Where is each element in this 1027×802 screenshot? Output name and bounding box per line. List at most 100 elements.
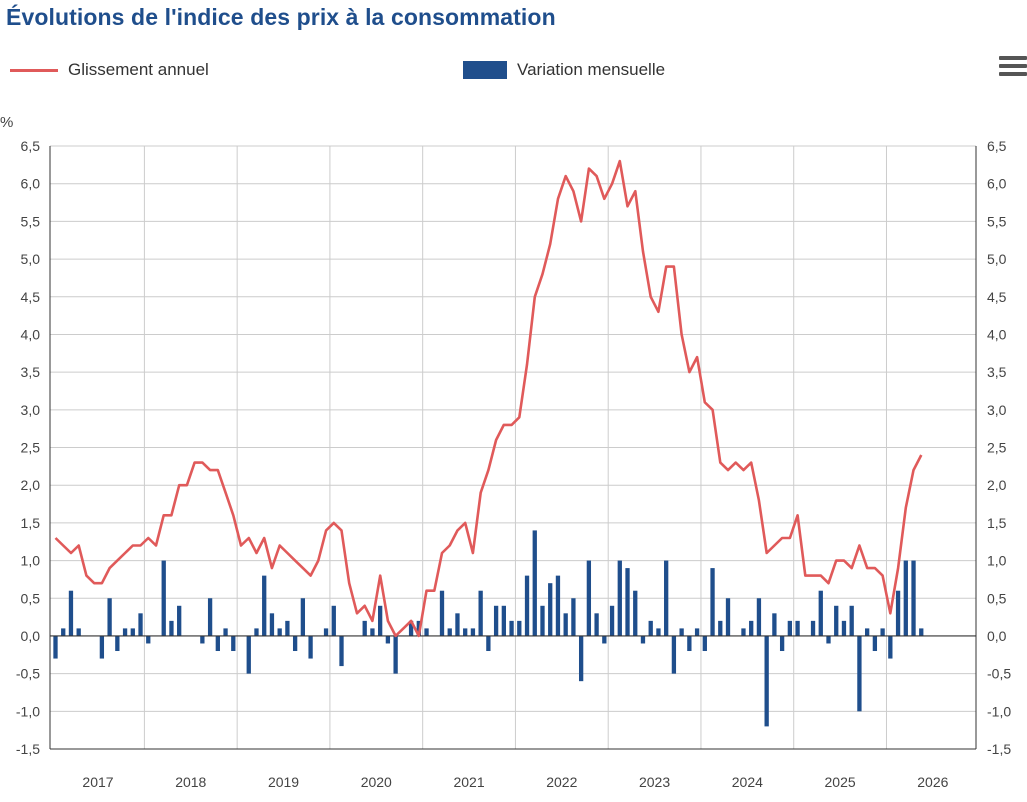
bar-variation-mensuelle <box>571 598 576 636</box>
y-tick-label-left: 1,5 <box>21 515 41 531</box>
y-tick-label-left: 4,5 <box>21 289 41 305</box>
bar-variation-mensuelle <box>161 560 166 636</box>
bar-variation-mensuelle <box>919 628 924 636</box>
y-tick-label-left: 3,5 <box>21 364 41 380</box>
bar-variation-mensuelle <box>841 620 847 636</box>
bar-variation-mensuelle <box>849 605 854 636</box>
bar-variation-mensuelle <box>470 628 476 636</box>
y-tick-label-right: 5,5 <box>987 213 1007 229</box>
bar-variation-mensuelle <box>710 568 715 636</box>
x-tick-label: 2018 <box>175 774 206 790</box>
bar-variation-mensuelle <box>215 635 220 652</box>
bar-variation-mensuelle <box>61 628 66 636</box>
bar-variation-mensuelle <box>146 635 151 644</box>
bar-variation-mensuelle <box>578 635 584 682</box>
bar-variation-mensuelle <box>633 590 638 636</box>
bar-variation-mensuelle <box>447 628 452 636</box>
bar-variation-mensuelle <box>53 635 58 659</box>
y-tick-label-left: -1,5 <box>16 741 40 757</box>
y-tick-label-right: 5,0 <box>987 251 1007 267</box>
y-tick-label-left: -0,5 <box>16 666 40 682</box>
bar-variation-mensuelle <box>246 635 251 674</box>
bar-variation-mensuelle <box>269 613 275 636</box>
y-tick-label-right: 0,0 <box>987 628 1007 644</box>
legend-line-swatch <box>10 68 58 72</box>
bar-variation-mensuelle <box>725 598 731 636</box>
x-tick-label: 2020 <box>361 774 392 790</box>
x-tick-label: 2024 <box>732 774 763 790</box>
bar-variation-mensuelle <box>517 620 522 636</box>
bar-variation-mensuelle <box>130 628 135 636</box>
bar-variation-mensuelle <box>285 620 290 636</box>
bar-variation-mensuelle <box>772 613 777 636</box>
bar-variation-mensuelle <box>617 560 622 636</box>
bar-variation-mensuelle <box>115 635 120 652</box>
y-tick-label-right: 6,5 <box>987 138 1007 154</box>
y-tick-label-left: 4,0 <box>21 326 41 342</box>
bar-variation-mensuelle <box>664 560 669 636</box>
bar-variation-mensuelle <box>200 635 205 644</box>
bar-variation-mensuelle <box>378 605 383 636</box>
bar-variation-mensuelle <box>779 635 785 652</box>
bar-variation-mensuelle <box>656 628 661 636</box>
bar-variation-mensuelle <box>76 628 81 636</box>
y-tick-label-right: 3,5 <box>987 364 1007 380</box>
bar-variation-mensuelle <box>687 635 692 652</box>
bar-variation-mensuelle <box>455 613 460 636</box>
bar-variation-mensuelle <box>393 635 398 674</box>
bar-variation-mensuelle <box>501 605 506 636</box>
bar-variation-mensuelle <box>385 635 391 644</box>
bar-variation-mensuelle <box>478 590 483 636</box>
bar-variation-mensuelle <box>300 598 306 636</box>
y-tick-label-right: -1,5 <box>987 741 1011 757</box>
bar-variation-mensuelle <box>308 635 313 659</box>
bar-variation-mensuelle <box>223 628 228 636</box>
bar-variation-mensuelle <box>764 635 769 727</box>
y-tick-label-left: 5,0 <box>21 251 41 267</box>
bar-variation-mensuelle <box>493 605 499 636</box>
bar-variation-mensuelle <box>872 635 878 652</box>
bar-variation-mensuelle <box>888 635 893 659</box>
bar-variation-mensuelle <box>509 620 514 636</box>
bar-variation-mensuelle <box>68 590 74 636</box>
legend-item-variation-mensuelle[interactable]: Variation mensuelle <box>463 58 665 82</box>
bar-variation-mensuelle <box>586 560 592 636</box>
bar-variation-mensuelle <box>169 620 174 636</box>
y-tick-label-left: 6,5 <box>21 138 41 154</box>
bar-variation-mensuelle <box>540 605 545 636</box>
bar-variation-mensuelle <box>292 635 298 652</box>
bar-variation-mensuelle <box>362 620 367 636</box>
bar-variation-mensuelle <box>795 620 800 636</box>
y-tick-label-right: 2,0 <box>987 477 1007 493</box>
hamburger-menu-icon[interactable] <box>999 56 1027 80</box>
bar-variation-mensuelle <box>625 568 630 636</box>
bar-variation-mensuelle <box>880 628 885 636</box>
line-glissement-annuel <box>54 159 923 638</box>
bar-variation-mensuelle <box>671 635 677 674</box>
bar-variation-mensuelle <box>424 628 429 636</box>
bar-variation-mensuelle <box>563 613 568 636</box>
y-tick-label-left: 1,0 <box>21 553 41 569</box>
bar-variation-mensuelle <box>895 590 901 636</box>
bar-variation-mensuelle <box>99 635 105 659</box>
bar-variation-mensuelle <box>594 613 599 636</box>
bar-variation-mensuelle <box>107 598 112 636</box>
bar-variation-mensuelle <box>122 628 128 636</box>
legend-item-glissement-annuel[interactable]: Glissement annuel <box>10 58 209 82</box>
bar-variation-mensuelle <box>818 590 823 636</box>
bar-variation-mensuelle <box>177 605 182 636</box>
bar-variation-mensuelle <box>609 605 615 636</box>
y-tick-label-left: 3,0 <box>21 402 41 418</box>
y-tick-label-right: 2,5 <box>987 440 1007 456</box>
bar-variation-mensuelle <box>555 575 561 636</box>
bar-variation-mensuelle <box>602 635 607 644</box>
y-tick-label-right: 1,5 <box>987 515 1007 531</box>
bar-variation-mensuelle <box>532 530 537 636</box>
y-tick-label-left: 6,0 <box>21 176 41 192</box>
bar-variation-mensuelle <box>903 560 908 636</box>
bar-variation-mensuelle <box>548 583 553 636</box>
bar-variation-mensuelle <box>857 635 862 712</box>
bar-variation-mensuelle <box>254 628 259 636</box>
bar-variation-mensuelle <box>408 620 414 636</box>
bar-variation-mensuelle <box>911 560 916 636</box>
